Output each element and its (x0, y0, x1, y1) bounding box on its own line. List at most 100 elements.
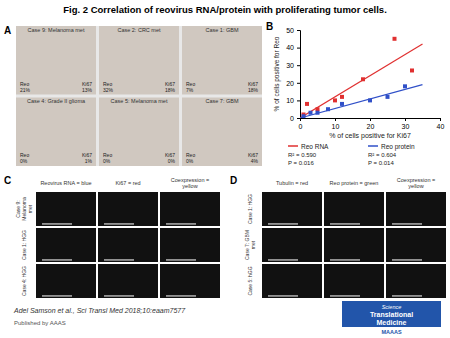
tick-label: 30 (286, 62, 294, 69)
column-label: Reovirus RNA = blue (40, 180, 91, 186)
image-placeholder (386, 264, 446, 298)
case-title: Case 4: Grade II glioma (27, 98, 86, 104)
case-title: Case 9: Melanoma met (28, 27, 85, 33)
cell-label: Reo32% (103, 81, 114, 93)
image-placeholder (16, 98, 96, 167)
scale-bar (104, 259, 134, 260)
image-cell: Case 5: Melanoma metReo0%Ki670% (99, 98, 179, 167)
column-label: Ki67 = red (115, 180, 140, 186)
point (410, 68, 414, 72)
tick-mark (297, 83, 300, 84)
image-placeholder (99, 98, 179, 167)
panel-d: Tubulin = redReo protein = greenCoexpres… (244, 177, 446, 298)
cell-label: Ki6718% (248, 81, 259, 93)
tick: 20 (367, 118, 375, 130)
point (316, 111, 320, 115)
logo-bar (342, 327, 441, 336)
image-cell: Case 1: GBM Reo7% Ki6718% (182, 26, 262, 95)
tick: 30 (286, 62, 300, 69)
scale-bar (104, 295, 134, 296)
logo-text: Translational (370, 311, 413, 318)
tick-mark (297, 65, 300, 66)
panel-b: 01020304001020304050% of cells positive … (273, 27, 444, 166)
image-placeholder (262, 228, 322, 262)
image-placeholder (324, 264, 384, 298)
image-placeholder (324, 192, 384, 226)
tick-label: 0 (299, 123, 303, 130)
panel-label: D (230, 175, 237, 186)
row-label: Case 4: HGG (21, 266, 27, 296)
axis-title: % of cells positive for Reo (273, 36, 281, 111)
scale-bar (392, 295, 422, 296)
scale-bar (42, 295, 72, 296)
tick-mark (297, 48, 300, 49)
case-title: Case 5: Melanoma met (111, 98, 168, 104)
point (368, 98, 372, 102)
image-placeholder (98, 264, 158, 298)
image-cell: Case 4: Grade II gliomaReo0%Ki671% (16, 98, 96, 167)
tick-mark (440, 118, 441, 121)
image-placeholder (98, 192, 158, 226)
point (309, 111, 313, 115)
point (386, 95, 390, 99)
column-label: Reo protein = green (330, 180, 379, 186)
tick-mark (370, 118, 371, 121)
case-title: Case 1: GBM (205, 27, 238, 33)
title: Fig. 2 Correlation of reovirus RNA/prote… (63, 4, 387, 15)
cell-label: Ki6713% (82, 81, 93, 93)
y-axis: 01020304050 (286, 27, 300, 122)
tick: 50 (286, 27, 300, 34)
image-placeholder (98, 228, 158, 262)
panel-label: C (4, 175, 11, 186)
row-label: Case 1: HGG (21, 230, 27, 260)
scale-bar (392, 223, 422, 224)
logo: ScienceTranslationalMedicineMAAAS (342, 301, 441, 336)
image-placeholder (182, 98, 262, 167)
cell-label: Ki674% (248, 152, 259, 164)
panel-background (16, 26, 262, 166)
image-placeholder (160, 192, 220, 226)
image-placeholder (386, 192, 446, 226)
background (0, 0, 450, 338)
logo-bar-text: MAAAS (381, 329, 401, 335)
scale-bar (166, 295, 196, 296)
legend-item: Reo RNAR² = 0.590P = 0.016 (288, 143, 329, 167)
scale-bar (330, 223, 360, 224)
fit-line (300, 85, 423, 118)
row-label: Case 7: GBMmet (244, 230, 256, 260)
image-placeholder (182, 26, 262, 95)
cell-label: Ki670% (165, 152, 176, 164)
panel-label: A (4, 25, 11, 36)
tick: 20 (286, 80, 300, 87)
point (326, 107, 330, 111)
row-label: Case 9:Melanomamet (15, 197, 33, 221)
tick-mark (335, 118, 336, 121)
image-placeholder (36, 264, 96, 298)
axis-title: % of cells positive for Ki67 (329, 132, 411, 140)
tick-label: 40 (286, 44, 294, 51)
citation: Adel Samson et al., Sci Transl Med 2018;… (13, 307, 186, 314)
tick: 0 (299, 118, 303, 130)
figure: Fig. 2 Correlation of reovirus RNA/prote… (0, 0, 450, 338)
scale-bar (268, 223, 298, 224)
image-placeholder (160, 228, 220, 262)
cell-label: Reo7% (186, 81, 195, 93)
tick-mark (297, 100, 300, 101)
panel-label: B (266, 21, 273, 32)
legend-label: Reo protein (381, 143, 415, 151)
point (340, 102, 344, 106)
legend-stat: R² = 0.604 (368, 152, 397, 158)
tick-label: 20 (367, 123, 375, 130)
image-placeholder (36, 228, 96, 262)
tick-mark (297, 118, 300, 119)
point (340, 95, 344, 99)
tick-label: 30 (402, 123, 410, 130)
scale-bar (330, 259, 360, 260)
scale-bar (42, 259, 72, 260)
image-cell: Case 9: Melanoma metReo21%Ki6713% (16, 26, 96, 95)
image-placeholder (160, 264, 220, 298)
tick: 0 (290, 115, 300, 122)
logo-box (342, 301, 441, 336)
tick-label: 10 (332, 123, 340, 130)
legend-swatch (288, 145, 298, 147)
